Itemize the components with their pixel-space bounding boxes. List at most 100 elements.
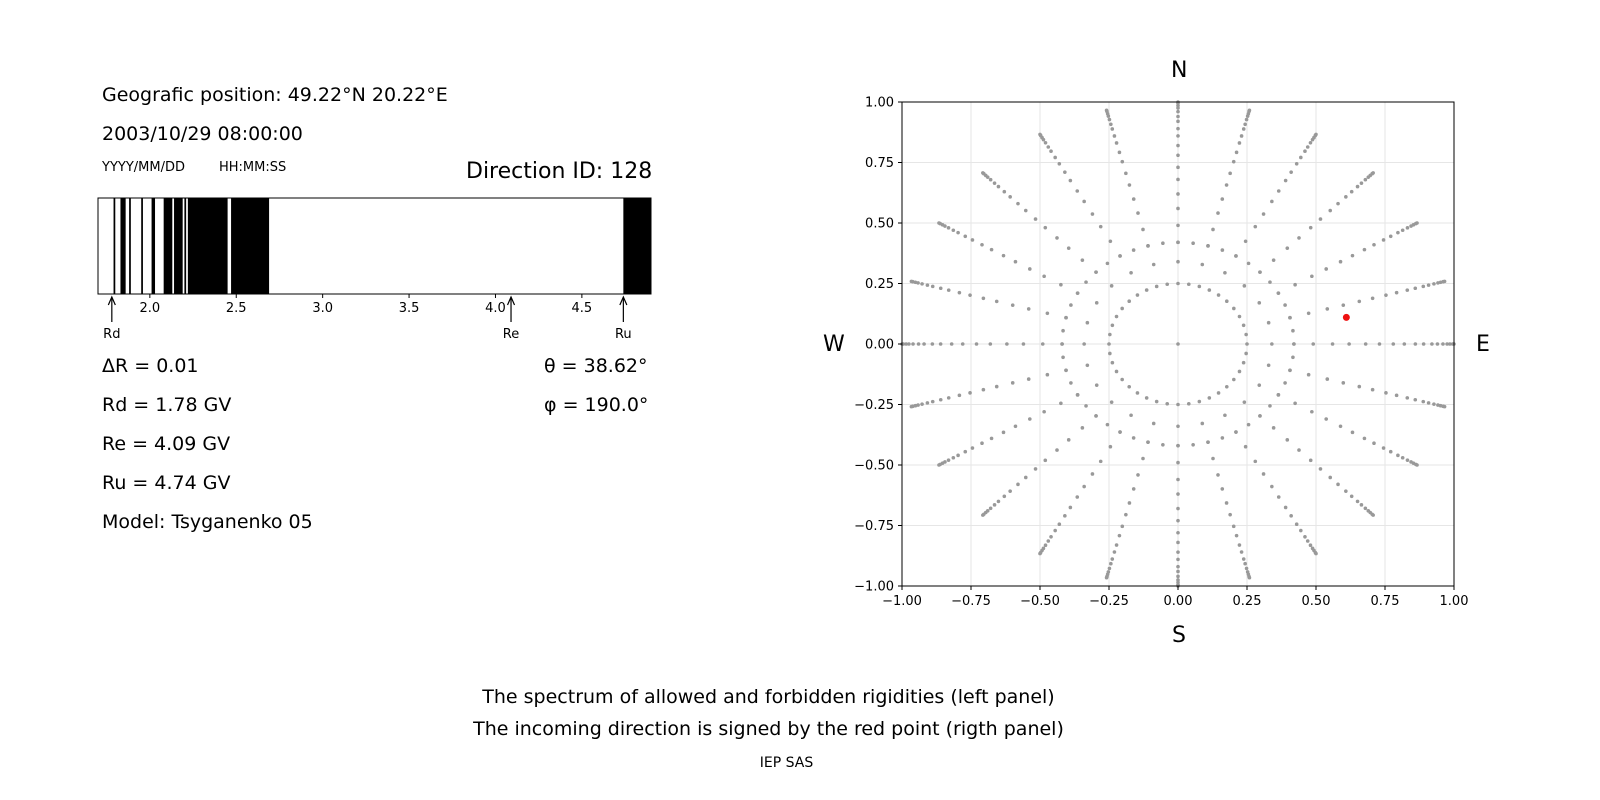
marker-arrow-head xyxy=(506,295,516,306)
direction-point xyxy=(1141,456,1145,461)
direction-point xyxy=(992,181,997,185)
direction-point xyxy=(1243,122,1247,127)
direction-point xyxy=(1285,246,1290,250)
direction-point xyxy=(1362,436,1367,441)
direction-point xyxy=(960,342,965,346)
direction-point xyxy=(1381,446,1386,450)
direction-point xyxy=(1176,109,1180,114)
direction-point xyxy=(1294,161,1299,166)
direction-point xyxy=(1371,513,1375,517)
direction-point xyxy=(1082,342,1086,346)
direction-point xyxy=(1176,165,1180,170)
direction-point xyxy=(970,446,975,450)
direction-point xyxy=(1200,421,1205,426)
direction-point xyxy=(1186,282,1191,287)
direction-point xyxy=(1435,342,1440,346)
direction-point xyxy=(1013,259,1018,264)
direction-point xyxy=(1109,561,1113,566)
direction-point xyxy=(1216,391,1221,395)
direction-point xyxy=(1176,119,1180,124)
direction-point xyxy=(907,342,911,346)
forbidden-band xyxy=(113,198,116,294)
direction-point xyxy=(1131,197,1136,201)
direction-point xyxy=(1127,384,1132,389)
direction-point xyxy=(1344,195,1348,199)
direction-point xyxy=(1297,448,1301,452)
direction-point xyxy=(1243,444,1248,449)
direction-point xyxy=(1108,351,1112,356)
direction-point xyxy=(1270,484,1274,489)
x-tick-label: −1.00 xyxy=(882,594,922,609)
direction-point xyxy=(1082,199,1086,204)
direction-point xyxy=(1220,197,1225,201)
direction-point xyxy=(1349,189,1354,194)
ru-value: Ru = 4.74 GV xyxy=(102,472,231,494)
direction-point xyxy=(1421,284,1426,289)
direction-point xyxy=(1206,440,1210,444)
direction-point xyxy=(1324,417,1328,421)
direction-point xyxy=(1270,199,1274,204)
direction-point xyxy=(925,283,930,287)
direction-point xyxy=(1061,328,1065,333)
direction-point xyxy=(1176,518,1180,523)
direction-point xyxy=(1042,409,1046,414)
direction-point xyxy=(1244,332,1248,337)
direction-point xyxy=(920,402,924,406)
direction-point xyxy=(1109,122,1113,127)
direction-point xyxy=(957,290,962,295)
direction-point xyxy=(922,342,926,346)
direction-point xyxy=(1129,270,1133,275)
direction-point xyxy=(1271,426,1276,430)
direction-point xyxy=(1289,170,1293,174)
direction-point xyxy=(1426,283,1431,287)
y-tick-label: 0.50 xyxy=(865,217,894,232)
direction-point xyxy=(1239,134,1244,138)
direction-point xyxy=(1094,383,1099,387)
direction-point xyxy=(1415,221,1419,225)
direction-point xyxy=(1299,528,1303,533)
direction-point xyxy=(1324,267,1328,271)
direction-point xyxy=(1234,254,1238,258)
direction-point xyxy=(1049,149,1053,153)
direction-point xyxy=(1372,242,1376,247)
direction-point xyxy=(920,282,924,286)
direction-point xyxy=(1186,401,1191,406)
forbidden-band xyxy=(623,198,651,294)
direction-point xyxy=(1064,368,1068,373)
x-tick-label: −0.50 xyxy=(1020,594,1060,609)
direction-point xyxy=(1075,189,1080,193)
direction-point xyxy=(949,342,954,346)
direction-point xyxy=(946,226,951,230)
direction-point xyxy=(1176,206,1180,211)
direction-point xyxy=(1344,489,1348,493)
direction-point xyxy=(1288,315,1292,320)
direction-point xyxy=(1405,396,1410,400)
direction-point xyxy=(988,177,993,182)
direction-point xyxy=(1176,540,1180,545)
direction-point xyxy=(1297,236,1301,240)
direction-point xyxy=(938,342,943,346)
spectrum-frame xyxy=(97,197,652,295)
direction-point xyxy=(1372,441,1376,446)
direction-point xyxy=(1069,381,1073,385)
direction-point xyxy=(1285,438,1290,442)
direction-point xyxy=(1105,261,1110,266)
direction-point xyxy=(1010,303,1015,307)
direction-point xyxy=(1144,288,1149,292)
direction-point xyxy=(1104,575,1109,580)
direction-point xyxy=(1197,284,1202,289)
direction-point xyxy=(1110,127,1115,131)
direction-point xyxy=(1359,503,1364,507)
direction-point xyxy=(1325,307,1330,311)
direction-point xyxy=(1033,217,1038,221)
marker-label: Ru xyxy=(615,327,632,342)
direction-point xyxy=(1191,442,1195,447)
direction-point xyxy=(1057,161,1062,166)
direction-point xyxy=(1328,208,1333,213)
caption-line-1: The spectrum of allowed and forbidden ri… xyxy=(482,686,1055,708)
direction-point xyxy=(1294,522,1299,527)
direction-point xyxy=(1216,473,1220,477)
direction-point xyxy=(1246,261,1251,266)
direction-point xyxy=(1154,399,1159,404)
direction-point xyxy=(1176,492,1180,496)
